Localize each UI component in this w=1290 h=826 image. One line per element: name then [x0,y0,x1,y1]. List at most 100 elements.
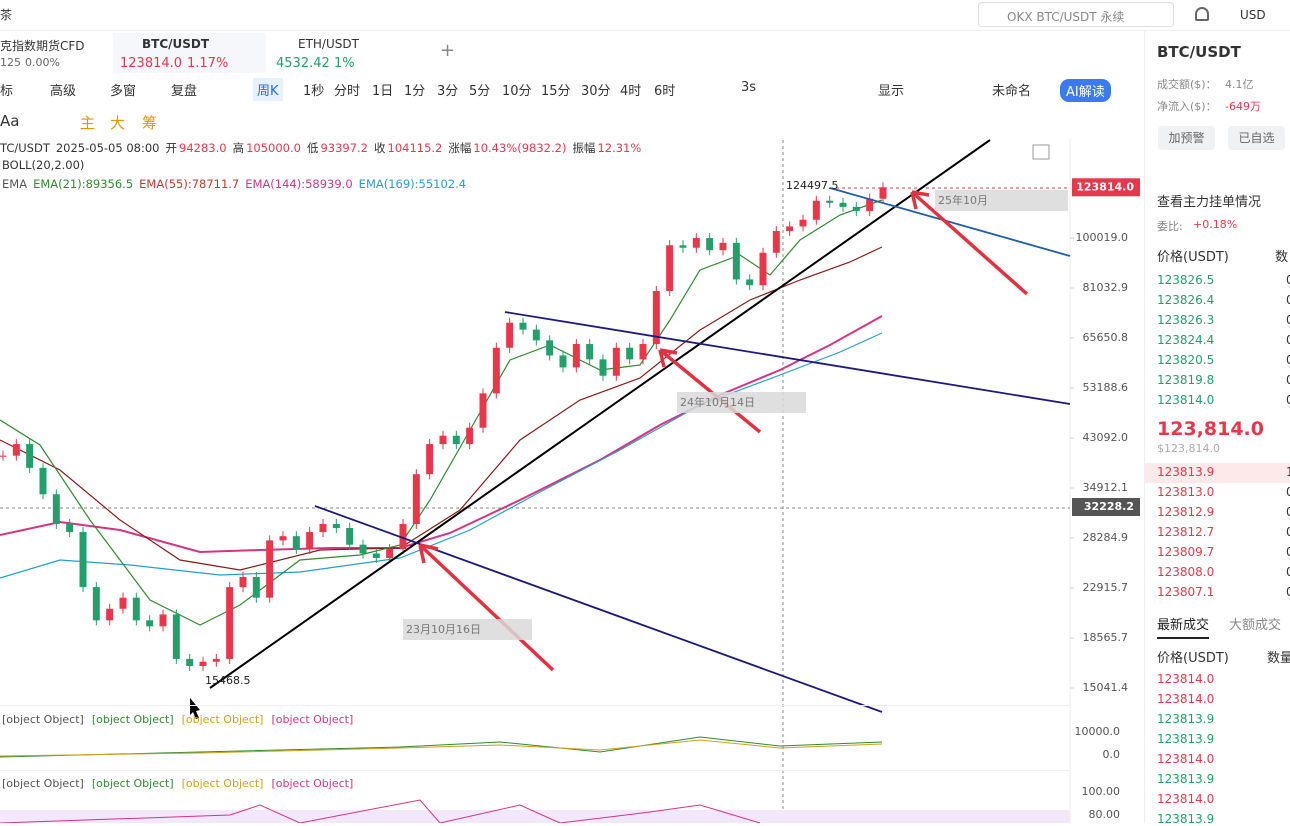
trade-price: 123813.9 [1157,712,1215,726]
info-label: 低 [306,141,319,155]
candle [466,427,474,445]
ask-qty: 0 [1286,393,1290,407]
candle [439,435,447,445]
tab-change: 0.00% [25,56,60,69]
cursor [190,698,200,719]
toolbar-item[interactable]: 15分 [541,84,571,99]
rsi-label: [object Object] [2,777,84,790]
trade-header: 数量 [1267,651,1290,666]
draw-tool[interactable]: 筹 [142,114,158,132]
candle [452,435,460,445]
ask-price: 123826.4 [1157,293,1215,307]
ask-price: 123819.8 [1157,373,1215,387]
bid-qty: 0 [1286,505,1290,519]
toolbar-item[interactable]: 5分 [469,84,491,99]
toolbar-item[interactable]: 分时 [334,84,361,99]
toolbar-item[interactable]: 3s [741,80,757,95]
toolbar-item[interactable]: 周K [253,78,283,101]
candle [346,527,354,545]
info-time: 2025-05-05 08:00 [55,141,160,155]
toolbar-item[interactable]: 高级 [50,84,77,99]
candle [492,347,500,394]
book-header: 价格(USDT) [1157,250,1229,265]
bid-price: 123812.9 [1157,505,1215,519]
trade-tab[interactable]: 最新成交 [1157,614,1210,639]
search-box[interactable]: OKX BTC/USDT 永续 [978,2,1174,27]
macd-label: [object Object] [92,713,174,726]
candle [39,467,47,495]
info-line: TC/USDT 2025-05-05 08:00 开 94283.0 高 105000.0… [0,140,647,156]
candle [226,587,234,659]
trade-tab[interactable]: 大额成交 [1229,618,1282,633]
y-tick-label: 18565.7 [1083,631,1129,644]
candle [679,245,687,248]
candle [746,279,754,286]
candle [279,536,287,541]
toolbar-item[interactable]: 1分 [404,84,426,99]
draw-tool[interactable]: Aa [0,112,20,130]
button[interactable]: 加预警 [1158,126,1215,150]
candle [266,540,274,598]
tab-change: 1% [334,56,355,71]
price-tag-label: 123814.0 [1076,180,1134,193]
tab-name[interactable]: BTC/USDT [142,37,210,51]
candle [66,524,74,533]
depth-link[interactable]: 查看主力挂单情况 [1157,195,1262,210]
candle [852,206,860,212]
tab-price: 125 [0,56,21,69]
candle [692,238,700,248]
toolbar-item[interactable]: 10分 [502,84,532,99]
fullscreen[interactable] [1032,144,1050,160]
candle [599,359,607,376]
candle [399,524,407,550]
toolbar-item[interactable]: 1秒 [303,84,325,99]
trend-line [829,187,1071,257]
draw-tool[interactable]: 主 [80,114,96,132]
candle [199,661,207,667]
add-tab[interactable]: + [440,40,456,61]
arrow [910,190,1029,296]
chart: 100019.0 81032.9 65650.8 53188.6 43092.0 3491… [0,138,1140,823]
y-tick-label: 53188.6 [1083,381,1129,394]
candle [519,322,527,330]
ask-qty: 0 [1286,293,1290,307]
tab-name[interactable]: ETH/USDT [298,37,359,51]
info-symbol: TC/USDT [0,141,50,155]
bid-price: 123812.7 [1157,525,1215,539]
trade-price: 123813.9 [1157,772,1215,786]
toolbar-item[interactable]: AI解读 [1060,79,1111,102]
bid-price: 123807.1 [1157,585,1215,599]
toolbar-item[interactable]: 多窗 [110,84,137,99]
candle [586,344,594,360]
arrow [658,348,762,434]
draw-tool[interactable]: 大 [110,114,126,132]
pane-sep [0,705,1070,706]
tab-name[interactable]: 克指数期货CFD [0,39,85,53]
arrows [418,190,1029,672]
toolbar-item[interactable]: 4时 [620,84,642,99]
high-label: 124497.5 [786,179,839,192]
toolbar-item[interactable]: 6时 [654,84,676,99]
toolbar-item[interactable]: 未命名 [992,84,1032,99]
macd-tick: 0.0 [1103,748,1121,761]
y-tick-label: 15041.4 [1083,681,1129,694]
toolbar-item[interactable]: 3分 [437,84,459,99]
ema-label: EMA [2,177,28,191]
candle [186,658,194,667]
rsi-tick: 80.00 [1089,808,1121,821]
macd-label: [object Object] [182,713,264,726]
toolbar-item[interactable]: 显示 [878,84,905,99]
toolbar-item[interactable]: 1日 [372,84,394,99]
info-value: 94283.0 [179,141,227,155]
currency[interactable]: USD [1240,8,1266,22]
ask-qty: 0 [1286,373,1290,387]
tab-price: 4532.42 [276,56,330,71]
trade-price: 123813.9 [1157,732,1215,746]
toolbar-item[interactable]: 30分 [581,84,611,99]
toolbar-item[interactable]: 标 [0,84,14,99]
candle [639,344,647,360]
bell[interactable] [1195,7,1209,21]
toolbar-item[interactable]: 复盘 [171,84,198,99]
button[interactable]: 已自选 [1228,126,1285,150]
boll: BOLL(20,2.00) [2,158,85,172]
